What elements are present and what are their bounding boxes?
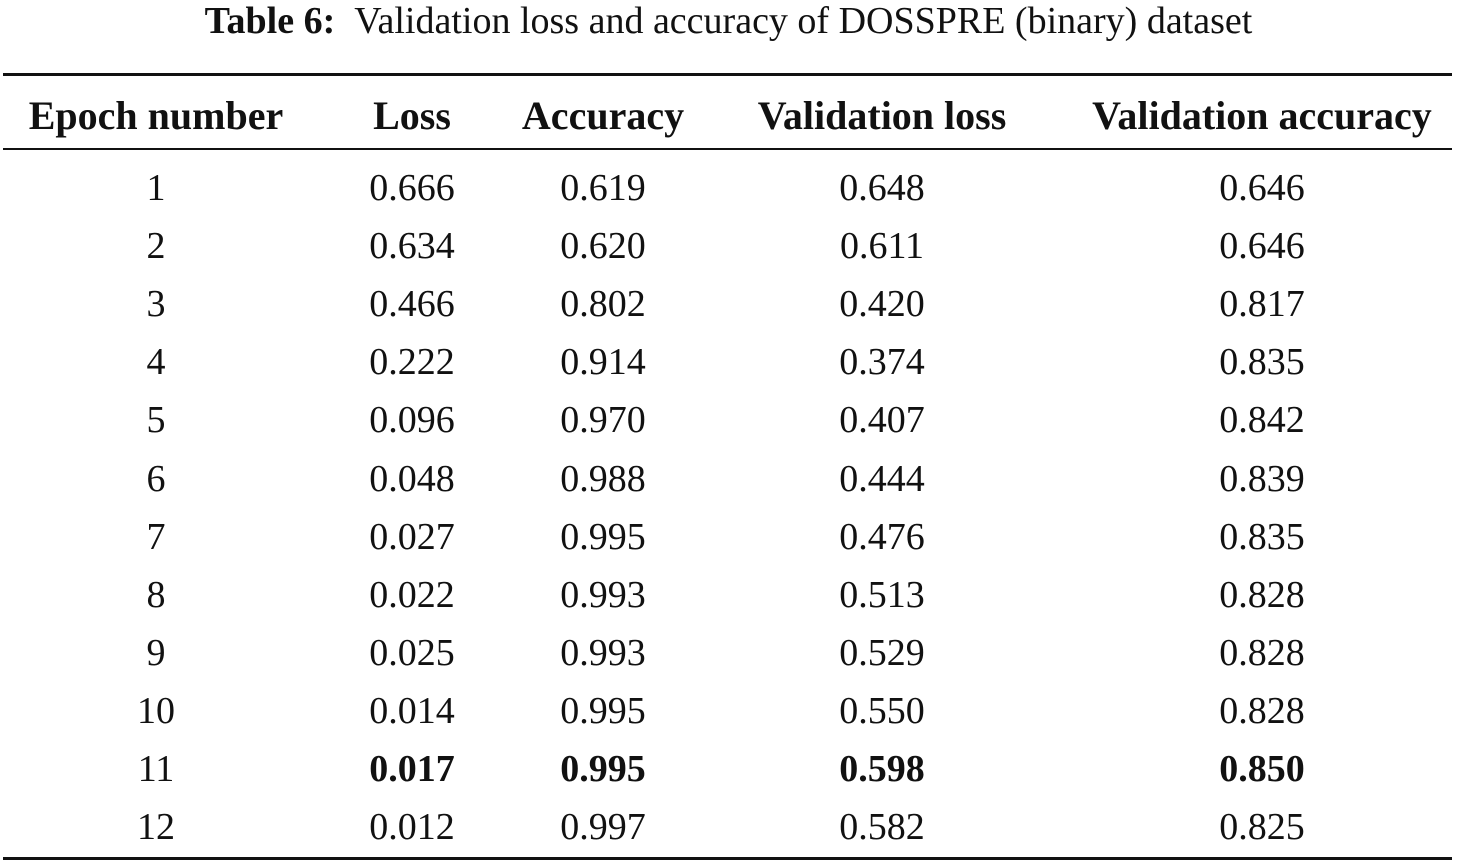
loss-cell: 0.027 [369, 515, 455, 558]
epoch-cell: 8 [146, 573, 166, 616]
loss-cell: 0.048 [369, 457, 455, 500]
accuracy-cell: 0.993 [560, 631, 646, 674]
validation-accuracy-cell: 0.828 [1219, 573, 1305, 616]
accuracy-cell: 0.802 [560, 283, 646, 326]
accuracy-cell: 0.988 [560, 457, 646, 500]
validation-accuracy-cell: 0.817 [1219, 283, 1305, 326]
table-row: 7 0.027 0.995 0.476 0.835 [0, 508, 1457, 566]
loss-cell: 0.666 [369, 167, 455, 209]
validation-loss-cell: 0.513 [839, 573, 925, 616]
table-header-row: Epoch number Loss Accuracy Validation lo… [0, 88, 1457, 144]
accuracy-cell: 0.995 [560, 515, 646, 558]
validation-accuracy-cell: 0.646 [1219, 225, 1305, 268]
validation-loss-cell: 0.407 [839, 399, 925, 442]
validation-loss-cell: 0.611 [839, 225, 925, 268]
loss-cell: 0.014 [369, 689, 455, 732]
accuracy-cell: 0.620 [560, 225, 646, 268]
epoch-cell: 6 [146, 457, 166, 500]
validation-loss-cell: 0.374 [839, 341, 925, 384]
epoch-cell: 7 [146, 515, 166, 558]
header-validation-accuracy: Validation accuracy [1092, 93, 1432, 138]
table-row: 3 0.466 0.802 0.420 0.817 [0, 275, 1457, 333]
loss-cell: 0.025 [369, 631, 455, 674]
loss-cell: 0.466 [369, 283, 455, 326]
validation-loss-cell: 0.529 [839, 631, 925, 674]
bottom-rule [3, 857, 1452, 860]
epoch-cell: 12 [137, 806, 175, 849]
validation-accuracy-cell: 0.646 [1219, 167, 1305, 209]
validation-loss-cell: 0.582 [839, 806, 925, 849]
table-row: 9 0.025 0.993 0.529 0.828 [0, 624, 1457, 682]
header-accuracy: Accuracy [521, 93, 685, 138]
validation-loss-cell: 0.648 [839, 167, 925, 209]
epoch-cell: 5 [146, 399, 166, 442]
table-row: 10 0.014 0.995 0.550 0.828 [0, 682, 1457, 740]
loss-cell: 0.022 [369, 573, 455, 616]
loss-cell: 0.012 [369, 806, 455, 849]
accuracy-cell: 0.914 [560, 341, 646, 384]
accuracy-cell: 0.619 [560, 167, 646, 209]
validation-loss-cell: 0.476 [839, 515, 925, 558]
epoch-cell: 3 [146, 283, 166, 326]
top-rule [3, 73, 1452, 76]
epoch-cell: 1 [146, 167, 166, 209]
validation-loss-cell: 0.550 [839, 689, 925, 732]
validation-accuracy-cell: 0.828 [1219, 689, 1305, 732]
caption-label: Table 6: [204, 0, 336, 42]
accuracy-cell: 0.997 [560, 806, 646, 849]
epoch-cell: 4 [146, 341, 166, 384]
validation-accuracy-cell: 0.835 [1219, 515, 1305, 558]
epoch-cell: 11 [137, 748, 175, 790]
header-rule [3, 148, 1452, 150]
table-row: 4 0.222 0.914 0.374 0.835 [0, 333, 1457, 391]
table-row: 6 0.048 0.988 0.444 0.839 [0, 450, 1457, 508]
validation-accuracy-cell: 0.835 [1219, 341, 1305, 384]
validation-accuracy-cell: 0.825 [1219, 806, 1305, 849]
header-validation-loss: Validation loss [757, 93, 1007, 138]
loss-cell: 0.096 [369, 399, 455, 442]
accuracy-cell: 0.995 [560, 689, 646, 732]
validation-accuracy-cell: 0.839 [1219, 457, 1305, 500]
epoch-cell: 9 [146, 631, 166, 674]
loss-cell: 0.222 [369, 341, 455, 384]
epoch-cell: 10 [137, 689, 175, 732]
loss-cell: 0.017 [369, 748, 455, 790]
table-row: 11 0.017 0.995 0.598 0.850 [0, 740, 1457, 798]
validation-accuracy-cell: 0.828 [1219, 631, 1305, 674]
validation-accuracy-cell: 0.842 [1219, 399, 1305, 442]
validation-loss-cell: 0.420 [839, 283, 925, 326]
accuracy-cell: 0.995 [560, 748, 646, 790]
table-row: 5 0.096 0.970 0.407 0.842 [0, 391, 1457, 449]
table-row: 2 0.634 0.620 0.611 0.646 [0, 217, 1457, 275]
caption-text: Validation loss and accuracy of DOSSPRE … [354, 0, 1253, 42]
loss-cell: 0.634 [369, 225, 455, 268]
accuracy-cell: 0.993 [560, 573, 646, 616]
accuracy-cell: 0.970 [560, 399, 646, 442]
header-loss: Loss [373, 93, 451, 138]
validation-loss-cell: 0.444 [839, 457, 925, 500]
validation-accuracy-cell: 0.850 [1219, 748, 1305, 790]
epoch-cell: 2 [146, 225, 166, 268]
header-epoch-number: Epoch number [28, 93, 284, 138]
table-caption: Table 6: Validation loss and accuracy of… [0, 0, 1457, 42]
table-row: 8 0.022 0.993 0.513 0.828 [0, 566, 1457, 624]
table-row: 12 0.012 0.997 0.582 0.825 [0, 798, 1457, 856]
validation-loss-cell: 0.598 [839, 748, 925, 790]
table-row: 1 0.666 0.619 0.648 0.646 [0, 159, 1457, 217]
